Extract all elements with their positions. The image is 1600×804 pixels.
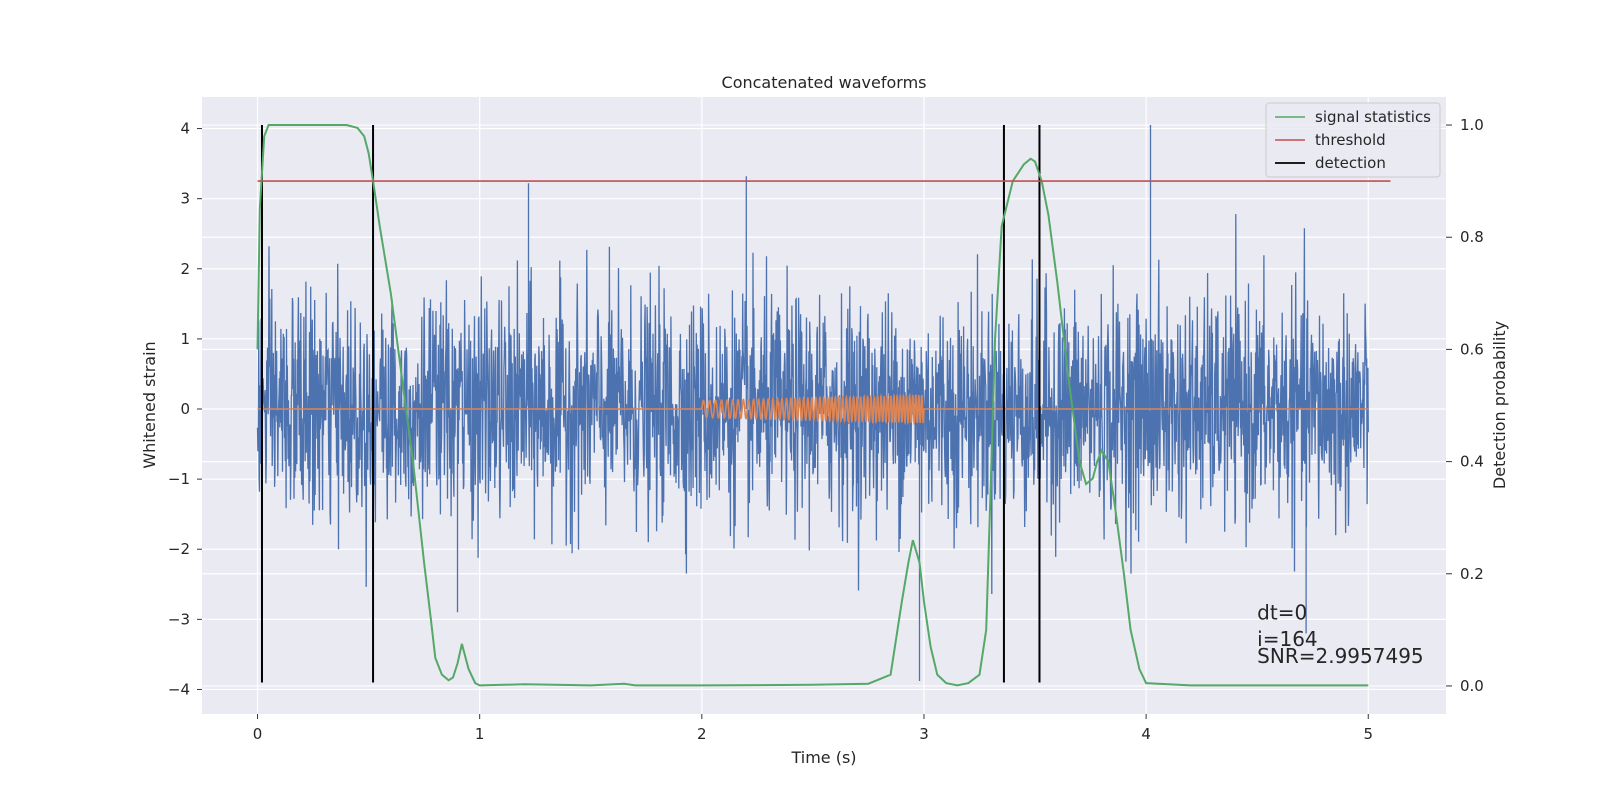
y-tick-label: −3 <box>168 610 190 628</box>
legend-box <box>1265 102 1441 178</box>
legend-label-detection: detection <box>1315 154 1386 172</box>
probability-layer <box>256 124 1391 687</box>
axes-layer: 0 1 2 3 4 5 4 3 2 1 0 −1 −2 −3 −4 1.0 0.8 0.6 0.4 0.2 0.0 <box>168 116 1484 743</box>
y-axis-title: Whitened strain <box>140 341 159 468</box>
injection-layer <box>257 392 1369 426</box>
legend-label-signal: signal statistics <box>1315 108 1431 126</box>
y-right-tick-label: 0.2 <box>1460 565 1484 583</box>
legend-label-threshold: threshold <box>1315 131 1386 149</box>
y-tick-label: 1 <box>180 330 190 348</box>
legend: signal statistics threshold detection <box>1265 102 1441 178</box>
annotation-text: SNR=2.9957495 <box>1257 644 1423 668</box>
x-axis-title: Time (s) <box>790 748 856 767</box>
x-tick-label: 3 <box>919 725 929 743</box>
x-tick-label: 4 <box>1141 725 1151 743</box>
strain-series-line <box>256 125 1369 681</box>
strain-layer <box>256 125 1369 681</box>
y-right-tick-label: 0.6 <box>1460 340 1484 358</box>
chart-title: Concatenated waveforms <box>722 73 927 92</box>
x-tick-label: 5 <box>1363 725 1373 743</box>
y-tick-label: −4 <box>168 680 190 698</box>
x-tick-label: 1 <box>475 725 485 743</box>
y-axis-right-title: Detection probability <box>1490 321 1509 489</box>
y-right-tick-label: 0.8 <box>1460 228 1484 246</box>
signal-statistics-line <box>256 124 1369 687</box>
injection-series-line <box>257 392 1369 426</box>
y-right-tick-label: 0.0 <box>1460 677 1484 695</box>
y-tick-label: 4 <box>180 120 190 138</box>
y-tick-label: 0 <box>180 400 190 418</box>
y-right-tick-label: 1.0 <box>1460 116 1484 134</box>
y-tick-label: −1 <box>168 470 190 488</box>
y-tick-label: 2 <box>180 260 190 278</box>
y-right-tick-label: 0.4 <box>1460 453 1484 471</box>
y-tick-label: 3 <box>180 190 190 208</box>
x-tick-label: 2 <box>697 725 707 743</box>
annotation-text: dt=0 <box>1257 600 1307 624</box>
annotation-text: i=164 <box>1257 627 1318 651</box>
y-tick-label: −2 <box>168 540 190 558</box>
x-tick-label: 0 <box>253 725 263 743</box>
